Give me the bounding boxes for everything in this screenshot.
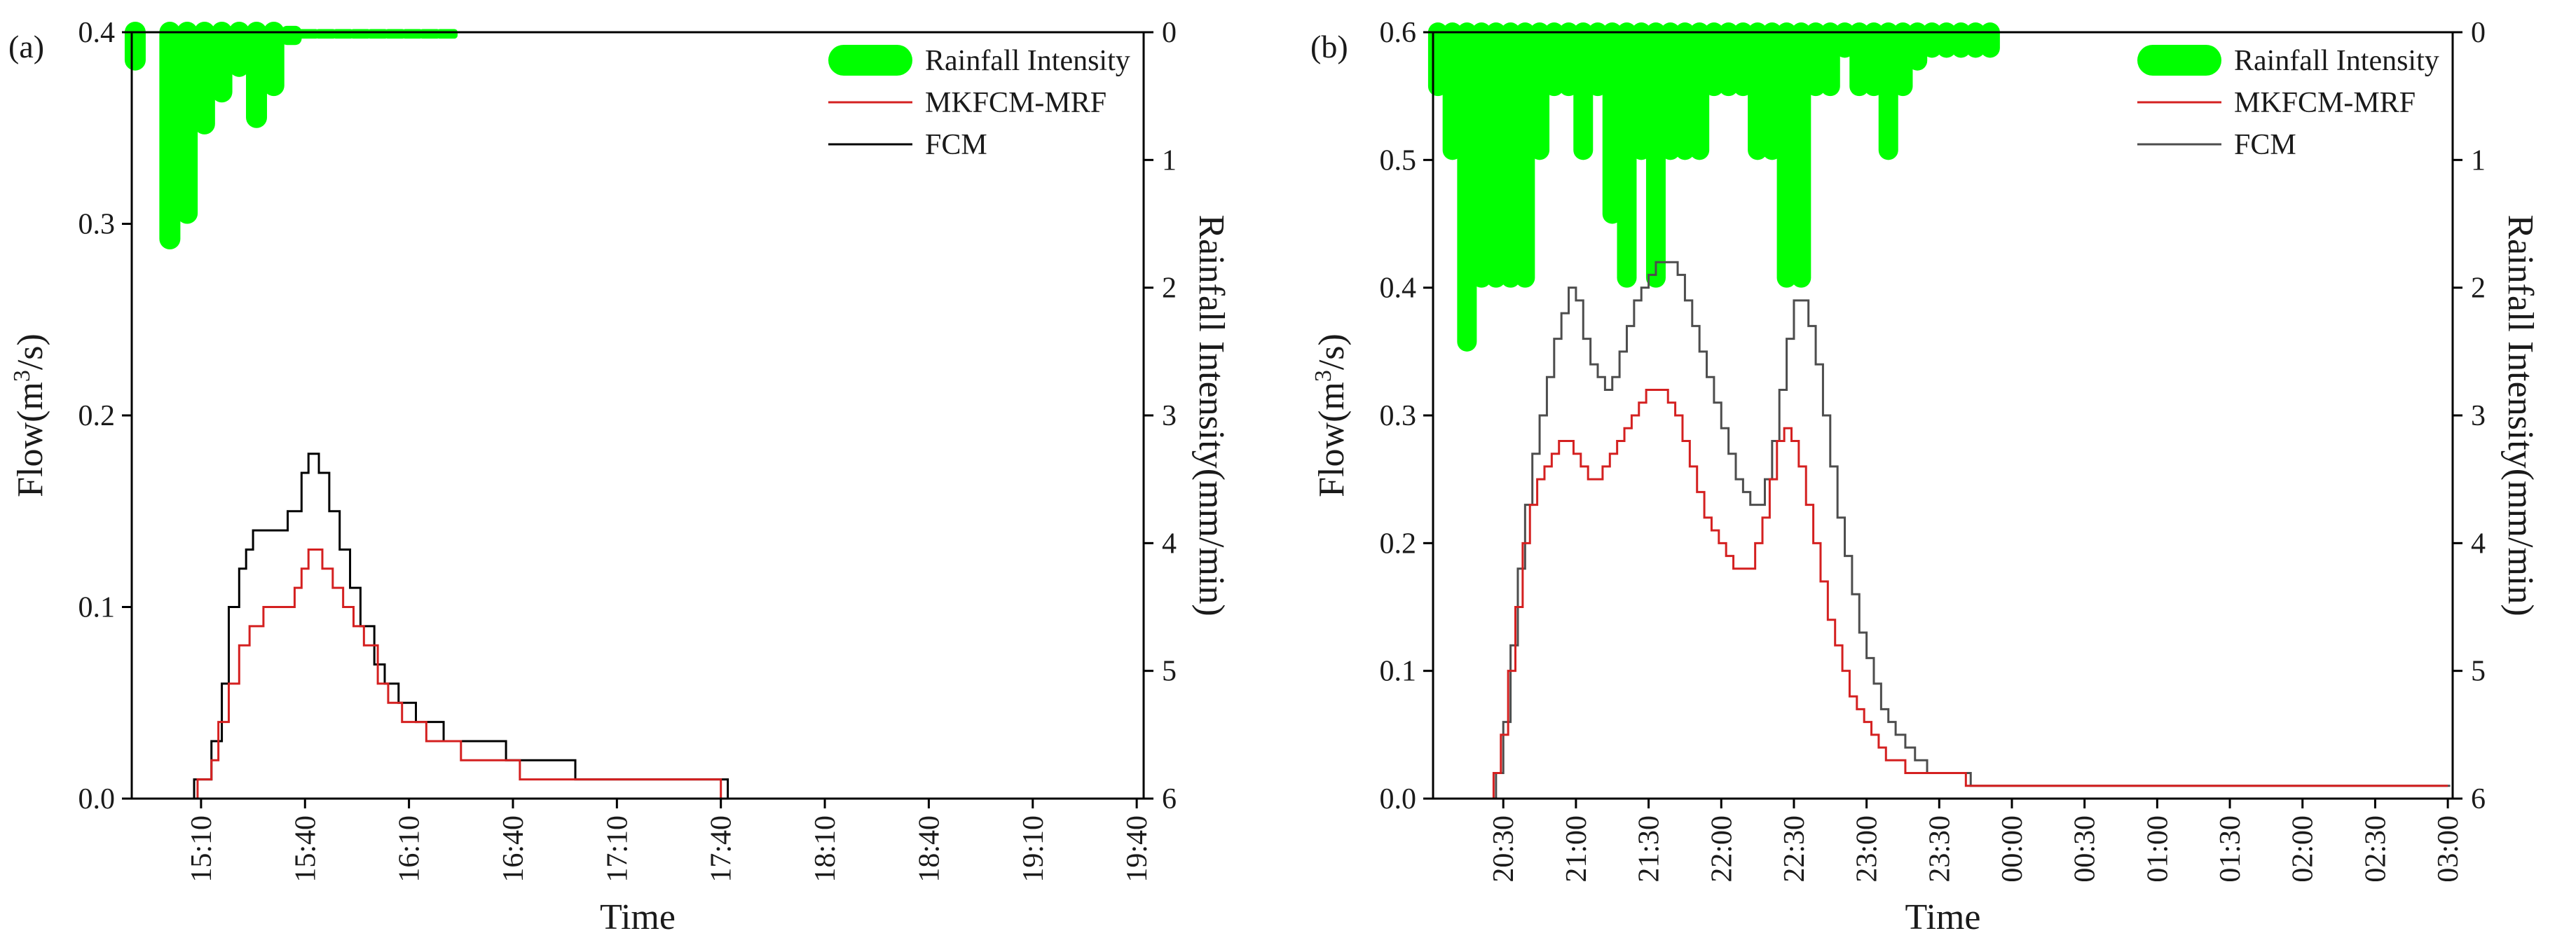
panel-b-ytick-left-label: 0.5 [1380, 144, 1417, 177]
panel-a-rain-bar [211, 22, 233, 103]
panel-b: (b) 0.0 0.1 0.2 0.3 0.4 0.5 0.6 0 1 2 3 4 5 6 20:30 21:… [1310, 17, 2540, 937]
panel-a-ytick-left-label: 0.2 [78, 400, 116, 432]
panel-b-rain-bar [1980, 22, 2000, 58]
panel-a-rain-bar [246, 22, 268, 128]
panel-b-ytick-left-label: 0.4 [1380, 273, 1417, 305]
panel-b-legend-mkfcm-label: MKFCM-MRF [2234, 87, 2416, 119]
panel-a-ytick-right-label: 6 [1162, 783, 1177, 815]
panel-b-xlabel: Time [1905, 897, 1981, 937]
panel-b-rain-bar [1791, 22, 1811, 288]
panel-b-xtick-label: 02:30 [2359, 815, 2392, 883]
panel-b-ylabel-left: Flow(m3/s) [1310, 333, 1352, 497]
panel-b-legend-rain-swatch [2137, 45, 2221, 76]
panel-a-legend-rain-swatch [828, 45, 912, 76]
panel-a-mkfcm-line [191, 548, 722, 800]
panel-b-legend-rain-label: Rainfall Intensity [2234, 45, 2439, 77]
panel-b-ytick-right-label: 6 [2471, 783, 2486, 815]
panel-a-xtick-label: 19:10 [1018, 815, 1050, 883]
panel-b-xtick-label: 21:30 [1633, 815, 1666, 883]
panel-b-xtick-label: 00:30 [2069, 815, 2102, 883]
panel-a-rain-bar [193, 22, 215, 135]
panel-b-ytick-right-label: 1 [2471, 144, 2486, 177]
panel-a-ylabel-left: Flow(m3/s) [9, 333, 50, 497]
panel-a-ytick-left-label: 0.4 [78, 17, 116, 49]
panel-a-xtick-label: 19:40 [1121, 815, 1153, 883]
panel-a-rain-bar [280, 25, 302, 46]
panel-a-legend-fcm-label: FCM [925, 129, 987, 161]
panel-b-ytick-left-label: 0.1 [1380, 656, 1417, 688]
panel-a-xtick-label: 15:10 [186, 815, 218, 883]
panel-a-fcm-line [187, 453, 729, 800]
panel-b-legend: Rainfall Intensity MKFCM-MRF FCM [2137, 45, 2439, 161]
panel-a: (a) 0.0 0.1 0.2 0.3 0.4 0 1 2 3 4 5 6 15:10 15:40 16:1… [8, 17, 1231, 937]
panel-b-xtick-label: 01:30 [2214, 815, 2247, 883]
panel-a-xtick-label: 17:10 [601, 815, 633, 883]
panel-a-rain-bar [177, 22, 198, 224]
panel-b-xtick-label: 23:30 [1924, 815, 1956, 883]
panel-a-legend: Rainfall Intensity MKFCM-MRF FCM [828, 45, 1130, 161]
panel-b-mkfcm-line [1486, 389, 2448, 800]
panel-a-rain-bar [124, 22, 146, 71]
panel-a-xtick-label: 15:40 [289, 815, 322, 883]
panel-a-ylabel-right: Rainfall Intensity(mm/min) [1191, 214, 1231, 616]
panel-a-xtick-label: 18:40 [913, 815, 945, 883]
panel-b-ytick-right-label: 4 [2471, 527, 2486, 560]
panel-b-label: (b) [1310, 29, 1348, 64]
panel-a-rain-bar [228, 22, 250, 77]
panel-a-rain-bar [263, 22, 285, 97]
panel-b-ytick-left-label: 0.6 [1380, 17, 1417, 49]
panel-b-ytick-right-label: 3 [2471, 400, 2486, 432]
panel-a-rain-bars [124, 22, 458, 249]
panel-b-ytick-left-label: 0.3 [1380, 400, 1417, 432]
panel-b-xtick-label: 20:30 [1488, 815, 1520, 883]
panel-b-xtick-label: 23:00 [1851, 815, 1884, 883]
panel-a-rain-bar [437, 29, 458, 39]
panel-b-xtick-label: 00:00 [1996, 815, 2029, 883]
panel-a-legend-mkfcm-label: MKFCM-MRF [925, 87, 1107, 119]
panel-b-ylabel-right: Rainfall Intensity(mm/min) [2500, 214, 2540, 616]
panel-b-legend-fcm-label: FCM [2234, 129, 2296, 161]
panel-a-ytick-left-label: 0.1 [78, 592, 116, 624]
panel-b-ytick-left-label: 0.0 [1380, 783, 1417, 815]
panel-a-ytick-right-label: 3 [1162, 400, 1177, 432]
panel-b-xtick-label: 22:30 [1779, 815, 1811, 883]
panel-a-ytick-right-label: 2 [1162, 273, 1177, 305]
panel-a-plot-frame [130, 31, 1145, 800]
panel-a-ytick-left-label: 0.3 [78, 209, 116, 241]
panel-b-ytick-right-label: 5 [2471, 656, 2486, 688]
panel-a-rain-bar [159, 22, 181, 249]
panel-a-xtick-label: 16:40 [498, 815, 530, 883]
panel-b-xtick-label: 03:00 [2432, 815, 2465, 883]
panel-b-rain-bars [1427, 22, 2000, 352]
panel-a-ytick-right-label: 1 [1162, 144, 1177, 177]
panel-a-xtick-label: 18:10 [809, 815, 842, 883]
panel-a-ytick-right-label: 0 [1162, 17, 1177, 49]
panel-b-xtick-label: 21:00 [1561, 815, 1593, 883]
panel-b-xtick-label: 01:00 [2142, 815, 2174, 883]
panel-b-xtick-label: 22:00 [1706, 815, 1738, 883]
panel-b-ticks: 0.0 0.1 0.2 0.3 0.4 0.5 0.6 0 1 2 3 4 5 6 20:30 21:00 21… [1380, 17, 2486, 883]
panel-a-label: (a) [8, 29, 44, 64]
panel-a-legend-rain-label: Rainfall Intensity [925, 45, 1130, 77]
panel-b-ytick-left-label: 0.2 [1380, 527, 1417, 560]
panel-a-xlabel: Time [600, 897, 676, 937]
panel-b-xtick-label: 02:00 [2287, 815, 2320, 883]
panel-a-xtick-label: 16:10 [394, 815, 426, 883]
panel-a-ytick-left-label: 0.0 [78, 783, 116, 815]
panel-b-plot-frame [1432, 31, 2454, 800]
panel-a-xtick-label: 17:40 [706, 815, 738, 883]
panel-b-fcm-line [1488, 261, 2451, 800]
panel-a-ticks: 0.0 0.1 0.2 0.3 0.4 0 1 2 3 4 5 6 15:10 15:40 16:10 16:… [78, 17, 1177, 883]
panel-a-ytick-right-label: 5 [1162, 656, 1177, 688]
panel-a-ytick-right-label: 4 [1162, 527, 1177, 560]
panel-b-ytick-right-label: 2 [2471, 273, 2486, 305]
panel-b-ytick-right-label: 0 [2471, 17, 2486, 49]
